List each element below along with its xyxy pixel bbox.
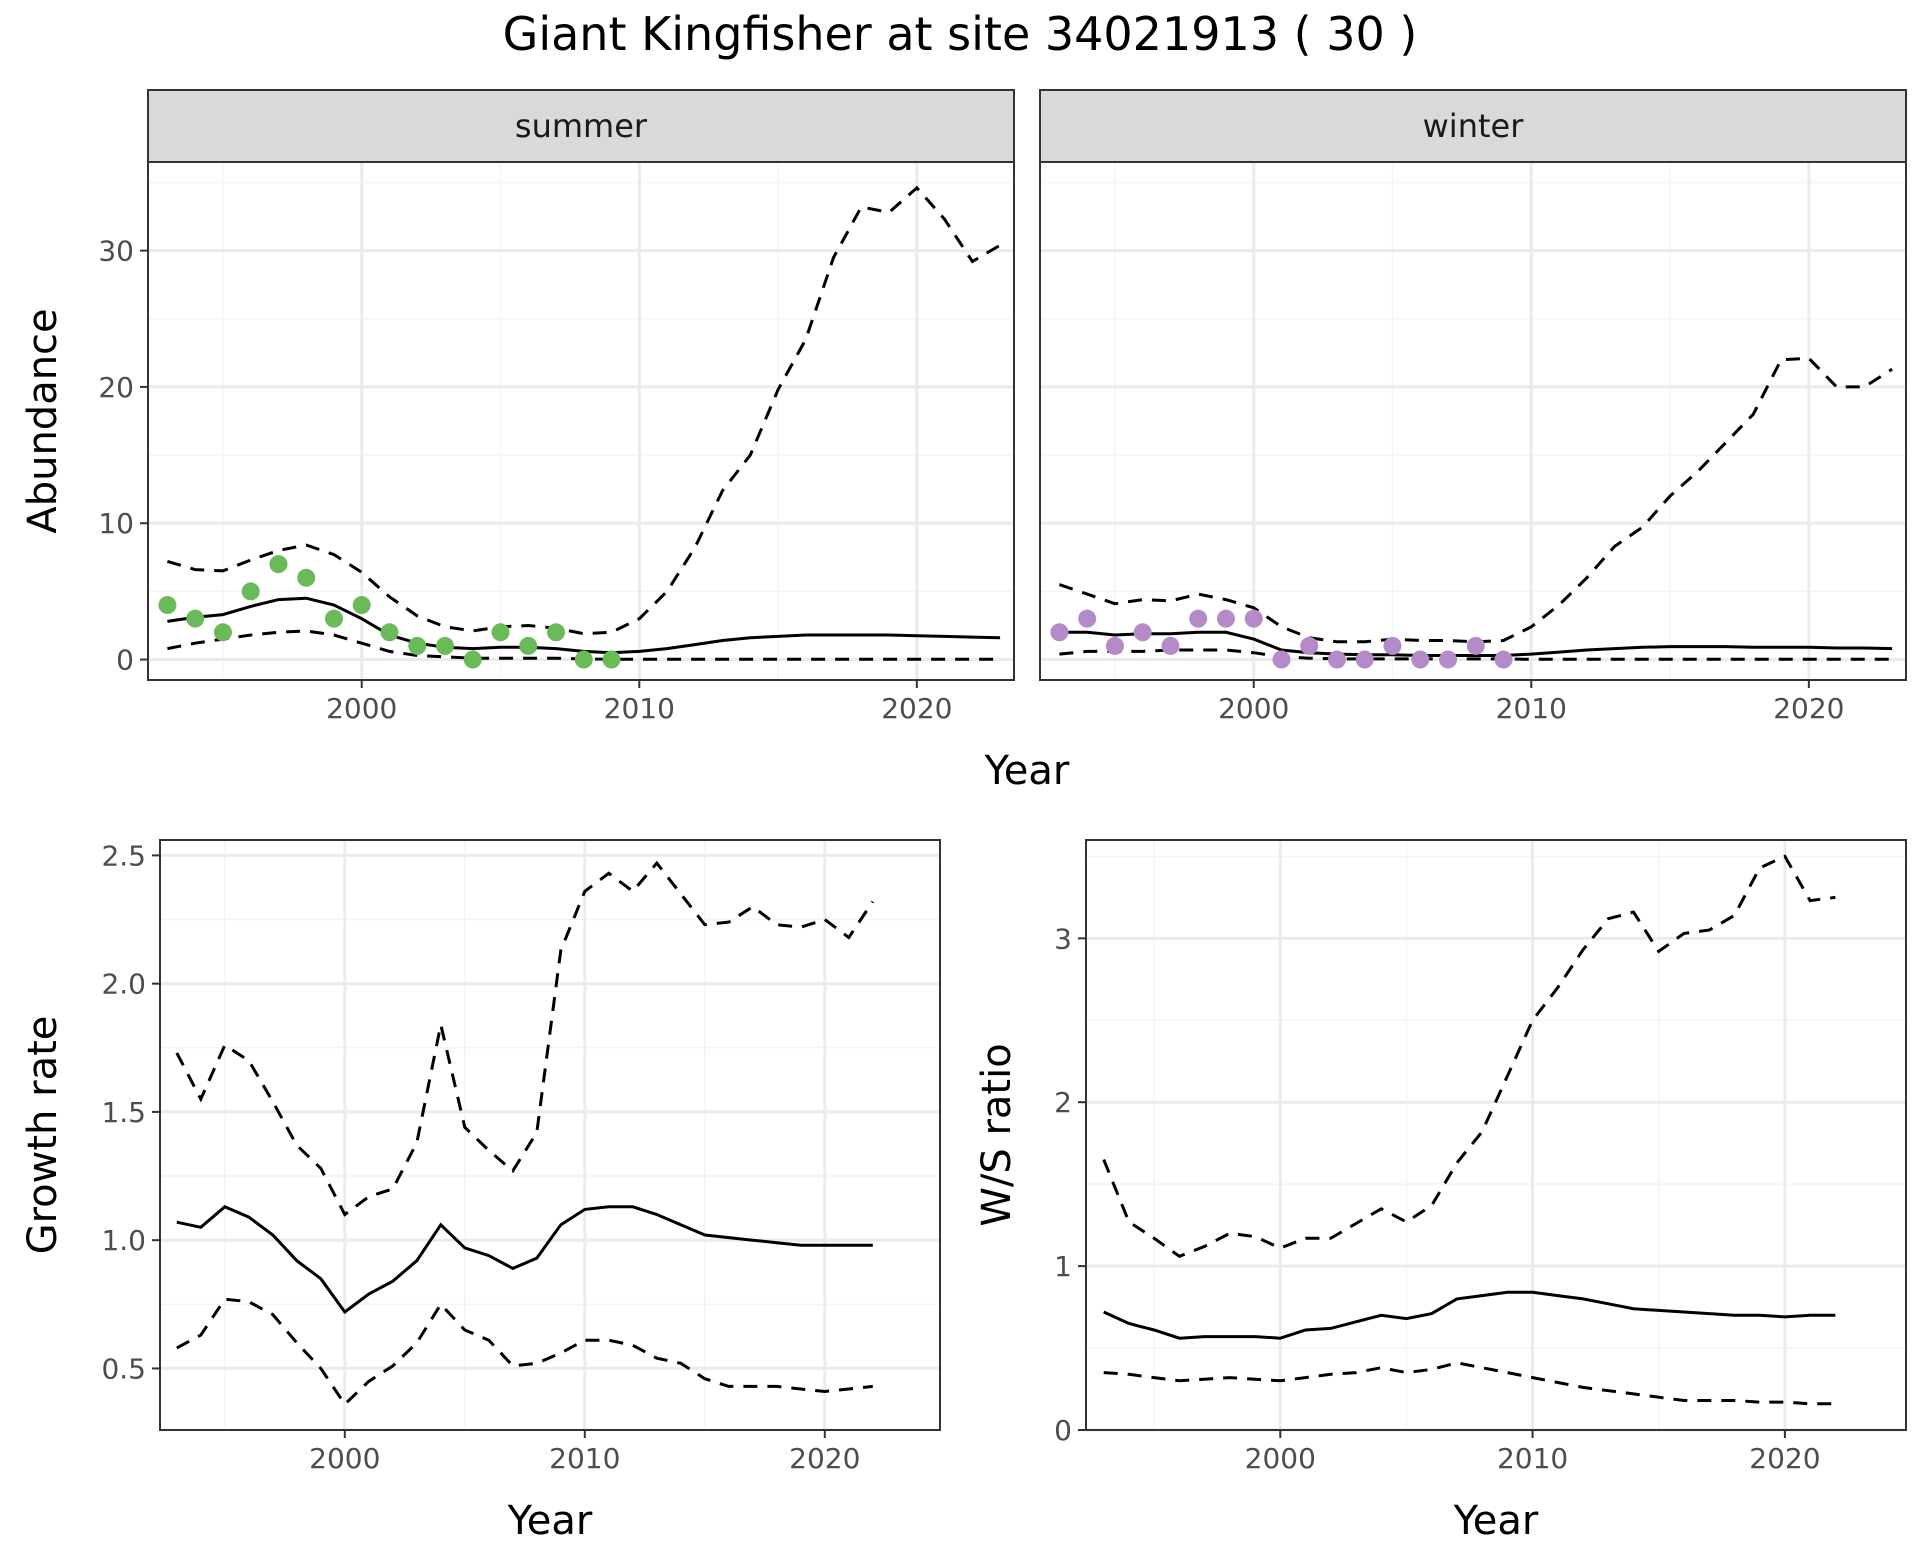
growth-median-line xyxy=(176,1205,873,1315)
growth-x-axis-title: Year xyxy=(507,1498,593,1544)
ratio-y-tick-label: 1 xyxy=(1054,1250,1072,1283)
growth-y-axis-title: Growth rate xyxy=(20,1016,66,1255)
facet-summer-point xyxy=(158,596,177,615)
facet-summer-point xyxy=(352,596,371,615)
ratio-median-line xyxy=(1103,1290,1836,1340)
top-x-axis-title: Year xyxy=(984,748,1070,794)
facet-winter-point xyxy=(1050,623,1069,642)
facet-winter-point xyxy=(1327,650,1346,669)
grid-layer xyxy=(148,162,1906,1432)
facet-winter-point xyxy=(1272,650,1291,669)
facet-winter-strip-label: winter xyxy=(1423,107,1525,145)
facet-summer-y-tick-label: 10 xyxy=(98,507,134,540)
facet-winter-point xyxy=(1439,650,1458,669)
facet-summer-point xyxy=(463,650,482,669)
facet-summer-point xyxy=(408,636,427,655)
facet-summer-strip-label: summer xyxy=(515,107,648,145)
facet-summer-y-tick-label: 20 xyxy=(98,371,134,404)
facet-summer-point xyxy=(574,650,593,669)
ratio-y-tick-label: 3 xyxy=(1054,922,1072,955)
facet-winter-point xyxy=(1355,650,1374,669)
facet-winter-point xyxy=(1466,636,1485,655)
facet-winter-x-tick-label: 2010 xyxy=(1496,692,1567,725)
growth-x-tick-label: 2020 xyxy=(789,1442,860,1475)
frame-layer xyxy=(140,89,1907,1438)
top-y-axis-title: Abundance xyxy=(20,308,66,533)
facet-winter-lower-line xyxy=(1059,648,1893,661)
facet-summer-x-tick-label: 2020 xyxy=(881,692,952,725)
facet-winter-point xyxy=(1383,636,1402,655)
facet-winter-point xyxy=(1133,623,1152,642)
facet-summer-y-tick-label: 30 xyxy=(98,235,134,268)
growth-y-tick-label: 0.5 xyxy=(101,1352,146,1385)
ratio-x-tick-label: 2020 xyxy=(1749,1442,1820,1475)
facet-winter-point xyxy=(1300,636,1319,655)
ratio-y-tick-label: 2 xyxy=(1054,1086,1072,1119)
ratio-x-tick-label: 2010 xyxy=(1497,1442,1568,1475)
growth-panel-bg xyxy=(160,840,940,1430)
facet-winter-point xyxy=(1078,609,1097,628)
facet-summer-upper-line xyxy=(166,185,1001,636)
facet-winter-point xyxy=(1494,650,1513,669)
facet-winter-upper-line xyxy=(1058,356,1893,644)
ratio-upper-line xyxy=(1102,854,1836,1258)
facet-summer-panel-bg xyxy=(148,162,1014,680)
ratio-x-axis-title: Year xyxy=(1453,1498,1539,1544)
facet-summer-point xyxy=(186,609,205,628)
ratio-y-axis-title: W/S ratio xyxy=(974,1043,1020,1226)
facet-winter-panel-bg xyxy=(1040,162,1906,680)
facet-summer-point xyxy=(269,555,288,574)
facet-summer-x-tick-label: 2000 xyxy=(326,692,397,725)
growth-lower-line xyxy=(176,1297,873,1407)
facet-summer-point xyxy=(380,623,399,642)
facet-summer-point xyxy=(297,568,316,587)
ratio-y-tick-label: 0 xyxy=(1054,1414,1072,1447)
ratio-lower-line xyxy=(1103,1361,1836,1406)
growth-panel-border xyxy=(159,839,941,1431)
growth-y-tick-label: 1.5 xyxy=(101,1096,146,1129)
chart-title: Giant Kingfisher at site 34021913 ( 30 ) xyxy=(503,7,1418,61)
facet-summer-point xyxy=(241,582,260,601)
facet-summer-y-tick-label: 0 xyxy=(116,644,134,677)
facet-winter-point xyxy=(1189,609,1208,628)
growth-upper-line xyxy=(175,860,875,1217)
facet-winter-point xyxy=(1105,636,1124,655)
facet-winter-point xyxy=(1216,609,1235,628)
facet-winter-point xyxy=(1411,650,1430,669)
growth-y-tick-label: 2.0 xyxy=(101,968,146,1001)
facet-winter-median-line xyxy=(1059,630,1893,657)
facet-winter-strip xyxy=(1039,89,1907,163)
facet-summer-point xyxy=(602,650,621,669)
growth-x-tick-label: 2010 xyxy=(549,1442,620,1475)
ratio-panel-border xyxy=(1085,839,1907,1431)
growth-x-tick-label: 2000 xyxy=(309,1442,380,1475)
facet-summer-x-tick-label: 2010 xyxy=(604,692,675,725)
growth-y-tick-label: 1.0 xyxy=(101,1224,146,1257)
facet-winter-point xyxy=(1161,636,1180,655)
facet-summer-point xyxy=(324,609,343,628)
ratio-x-tick-label: 2000 xyxy=(1245,1442,1316,1475)
data-layer xyxy=(158,185,1893,1407)
facet-summer-point xyxy=(491,623,510,642)
ratio-panel-bg xyxy=(1086,840,1906,1430)
facet-summer-point xyxy=(519,636,538,655)
facet-summer-point xyxy=(547,623,566,642)
facet-summer-point xyxy=(213,623,232,642)
facet-summer-strip xyxy=(147,89,1015,163)
facet-winter-x-tick-label: 2000 xyxy=(1218,692,1289,725)
growth-y-tick-label: 2.5 xyxy=(101,839,146,872)
facet-summer-point xyxy=(435,636,454,655)
facet-winter-point xyxy=(1244,609,1263,628)
facet-winter-x-tick-label: 2020 xyxy=(1773,692,1844,725)
